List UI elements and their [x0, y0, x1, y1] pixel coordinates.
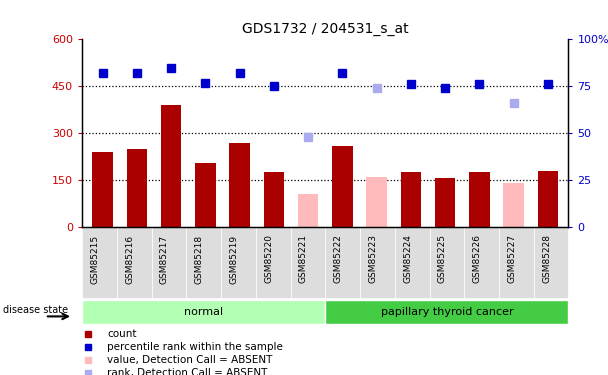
- Text: GSM85218: GSM85218: [195, 234, 204, 284]
- Text: disease state: disease state: [3, 305, 68, 315]
- Bar: [401, 172, 421, 227]
- Bar: [469, 172, 489, 227]
- Text: GSM85217: GSM85217: [160, 234, 169, 284]
- Bar: [161, 105, 181, 227]
- Text: rank, Detection Call = ABSENT: rank, Detection Call = ABSENT: [108, 368, 268, 375]
- Text: value, Detection Call = ABSENT: value, Detection Call = ABSENT: [108, 355, 272, 365]
- Bar: [229, 142, 250, 227]
- Text: GSM85219: GSM85219: [229, 234, 238, 284]
- Bar: [332, 146, 353, 227]
- Bar: [367, 177, 387, 227]
- Bar: [435, 178, 455, 227]
- Bar: [92, 152, 113, 227]
- Bar: [126, 149, 147, 227]
- Bar: [264, 172, 284, 227]
- Bar: [503, 183, 524, 227]
- Text: GSM85223: GSM85223: [368, 234, 378, 284]
- Text: percentile rank within the sample: percentile rank within the sample: [108, 342, 283, 352]
- Bar: [195, 163, 216, 227]
- Text: GSM85215: GSM85215: [91, 234, 100, 284]
- Bar: [325, 300, 568, 324]
- Text: papillary thyroid cancer: papillary thyroid cancer: [381, 307, 513, 317]
- Text: GSM85224: GSM85224: [403, 234, 412, 284]
- Text: GSM85221: GSM85221: [299, 234, 308, 284]
- Bar: [537, 171, 558, 227]
- Text: GSM85225: GSM85225: [438, 234, 447, 284]
- Text: GSM85222: GSM85222: [334, 234, 343, 284]
- Bar: [82, 300, 325, 324]
- Text: count: count: [108, 328, 137, 339]
- Text: GSM85216: GSM85216: [125, 234, 134, 284]
- Text: GSM85228: GSM85228: [542, 234, 551, 284]
- Text: GSM85226: GSM85226: [472, 234, 482, 284]
- Bar: [298, 194, 319, 227]
- Text: GSM85227: GSM85227: [507, 234, 516, 284]
- Title: GDS1732 / 204531_s_at: GDS1732 / 204531_s_at: [242, 22, 409, 36]
- Text: GSM85220: GSM85220: [264, 234, 273, 284]
- Text: normal: normal: [184, 307, 223, 317]
